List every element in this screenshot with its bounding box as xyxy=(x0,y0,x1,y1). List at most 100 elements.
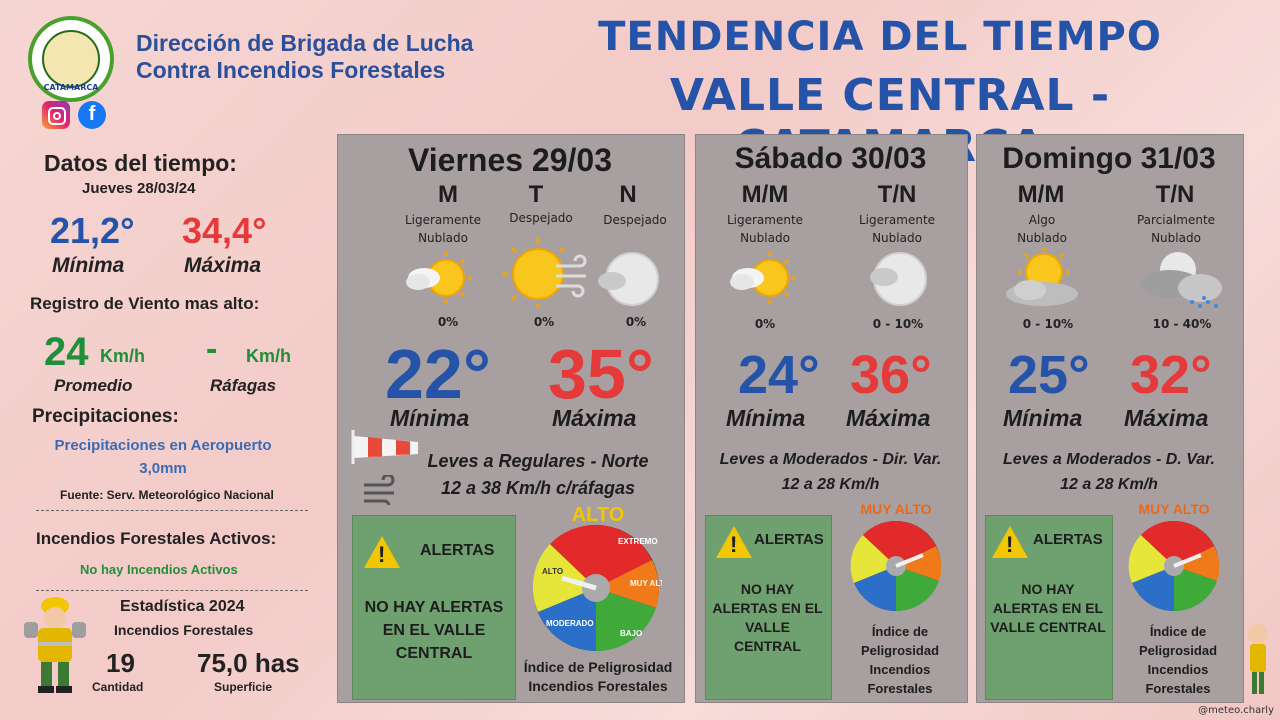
slot-code: T/N xyxy=(1155,181,1195,208)
forecast-wind-2: 12 a 28 Km/h xyxy=(781,476,880,493)
cloudy-rain-icon xyxy=(1140,252,1222,308)
org-line-1: Dirección de Brigada de Lucha xyxy=(136,30,474,56)
viento-promedio-label: Promedio xyxy=(54,376,133,395)
incendios-title: Incendios Forestales Activos: xyxy=(36,529,277,548)
slot-precip: 0% xyxy=(754,317,776,331)
svg-text:EXTREMO: EXTREMO xyxy=(618,537,658,546)
superficie-value: 75,0 has xyxy=(197,648,300,678)
cloudy-sun-icon xyxy=(1006,247,1078,306)
sunny-windy-icon xyxy=(502,238,587,308)
forecast-wind-2: 12 a 38 Km/h c/ráfagas xyxy=(440,478,636,498)
fire-risk-gauge xyxy=(1128,520,1220,612)
forecast-max-label: Máxima xyxy=(1124,405,1209,431)
wind-icon xyxy=(364,475,395,505)
forecast-max: 35° xyxy=(548,335,654,413)
forecast-min: 25° xyxy=(1008,345,1090,405)
svg-text:BAJO: BAJO xyxy=(620,629,642,638)
windsock-icon xyxy=(351,430,418,464)
gauge-caption: Índice de Peligrosidad Incendios Foresta… xyxy=(860,624,940,696)
partly-cloudy-icon xyxy=(406,252,472,304)
risk-level: MUY ALTO xyxy=(1138,501,1210,517)
fuente: Fuente: Serv. Meteorológico Nacional xyxy=(60,488,274,502)
viento-rafagas: - xyxy=(206,330,218,368)
slot-code: M/M xyxy=(741,181,789,208)
slot-precip: 0% xyxy=(625,315,647,329)
incendios-status: No hay Incendios Activos xyxy=(80,562,238,577)
forecast-max: 36° xyxy=(850,345,932,405)
slot-desc: Ligeramente Nublado xyxy=(858,213,936,245)
forecast-max-label: Máxima xyxy=(846,405,931,431)
risk-level: MUY ALTO xyxy=(860,501,932,517)
divider xyxy=(36,510,308,511)
credit: @meteo.charly xyxy=(1198,705,1274,716)
risk-level: ALTO xyxy=(571,504,625,526)
facebook-icon[interactable]: f xyxy=(78,101,106,129)
forecast-min: 22° xyxy=(385,335,491,413)
firefighter-mascot-icon xyxy=(24,597,86,693)
alert-title: ALERTAS xyxy=(420,542,495,559)
slot-desc: Ligeramente Nublado xyxy=(726,213,804,245)
org-name: Dirección de Brigada de Lucha Contra Inc… xyxy=(136,30,473,84)
viento-raf-unit: Km/h xyxy=(246,346,291,366)
svg-text:ALTO: ALTO xyxy=(542,567,563,576)
viento-unit: Km/h xyxy=(100,346,145,366)
brigade-logo: PPMF CATAMARCA xyxy=(28,16,114,102)
forecast-min-label: Mínima xyxy=(1003,405,1083,431)
slot-code: M/M xyxy=(1017,181,1065,208)
superficie-label: Superficie xyxy=(214,680,273,694)
precip-line-2: 3,0mm xyxy=(139,460,187,477)
slot-desc: Despejado xyxy=(509,211,573,225)
forecast-wind-1: Leves a Moderados - Dir. Var. xyxy=(719,451,942,468)
day-name: Sábado 30/03 xyxy=(734,142,927,175)
cantidad-value: 19 xyxy=(106,648,135,678)
slot-code: M xyxy=(438,181,458,208)
meteorologist-mascot-icon xyxy=(1248,624,1268,694)
observed-min-label: Mínima xyxy=(52,254,125,277)
warning-icon: ! xyxy=(716,526,752,558)
forecast-min-label: Mínima xyxy=(390,405,470,431)
gauge-caption: Índice de Peligrosidad Incendios Foresta… xyxy=(1138,624,1218,696)
instagram-icon[interactable] xyxy=(42,101,70,129)
fire-risk-gauge: EXTREMO MUY ALTO BAJO MODERADO ALTO xyxy=(532,524,662,652)
partly-cloudy-night-icon xyxy=(870,252,927,306)
gauge-caption: Índice de Peligrosidad Incendios Foresta… xyxy=(523,659,673,694)
day-name: Domingo 31/03 xyxy=(1002,142,1216,175)
alert-text: NO HAY ALERTAS EN EL VALLE CENTRAL xyxy=(712,581,823,654)
viento-promedio: 24 xyxy=(44,330,89,374)
slot-code: T xyxy=(528,181,544,208)
viento-title: Registro de Viento mas alto: xyxy=(30,294,260,313)
day-name: Viernes 29/03 xyxy=(407,142,612,178)
cantidad-label: Cantidad xyxy=(92,680,144,694)
viento-rafagas-label: Ráfagas xyxy=(210,376,277,395)
alert-title: ALERTAS xyxy=(754,531,824,548)
warning-icon: ! xyxy=(992,526,1028,558)
observed-max: 34,4° xyxy=(182,210,267,251)
warning-icon: ! xyxy=(364,536,400,568)
forecast-min: 24° xyxy=(738,345,820,405)
alert-title: ALERTAS xyxy=(1033,531,1103,548)
alert-text: NO HAY ALERTAS EN EL VALLE CENTRAL xyxy=(364,599,504,662)
svg-text:MUY ALTO: MUY ALTO xyxy=(630,579,662,588)
slot-precip: 0% xyxy=(533,315,555,329)
precip-title: Precipitaciones: xyxy=(32,406,179,427)
estadistica-sub: Incendios Forestales xyxy=(114,622,254,638)
estadistica-title: Estadística 2024 xyxy=(120,598,245,615)
eagle-icon xyxy=(42,30,100,88)
slot-precip: 0 - 10% xyxy=(872,317,924,331)
slot-desc: Parcialmente Nublado xyxy=(1136,213,1216,245)
datos-date: Jueves 28/03/24 xyxy=(82,180,196,197)
forecast-max-label: Máxima xyxy=(552,405,637,431)
page-title-line-1: TENDENCIA DEL TIEMPO xyxy=(598,14,1162,60)
slot-precip: 0% xyxy=(437,315,459,329)
forecast-wind-1: Leves a Moderados - D. Var. xyxy=(1003,451,1215,468)
clear-night-icon xyxy=(598,252,659,306)
slot-precip: 0 - 10% xyxy=(1022,317,1074,331)
observed-min: 21,2° xyxy=(50,210,135,251)
partly-cloudy-icon xyxy=(730,252,796,304)
datos-title: Datos del tiempo: xyxy=(44,150,237,176)
observed-max-label: Máxima xyxy=(184,254,262,277)
slot-precip: 10 - 40% xyxy=(1152,317,1212,331)
forecast-wind-2: 12 a 28 Km/h xyxy=(1060,476,1158,493)
precip-line-1: Precipitaciones en Aeropuerto xyxy=(54,437,272,454)
slot-desc: Algo Nublado xyxy=(1017,213,1067,245)
